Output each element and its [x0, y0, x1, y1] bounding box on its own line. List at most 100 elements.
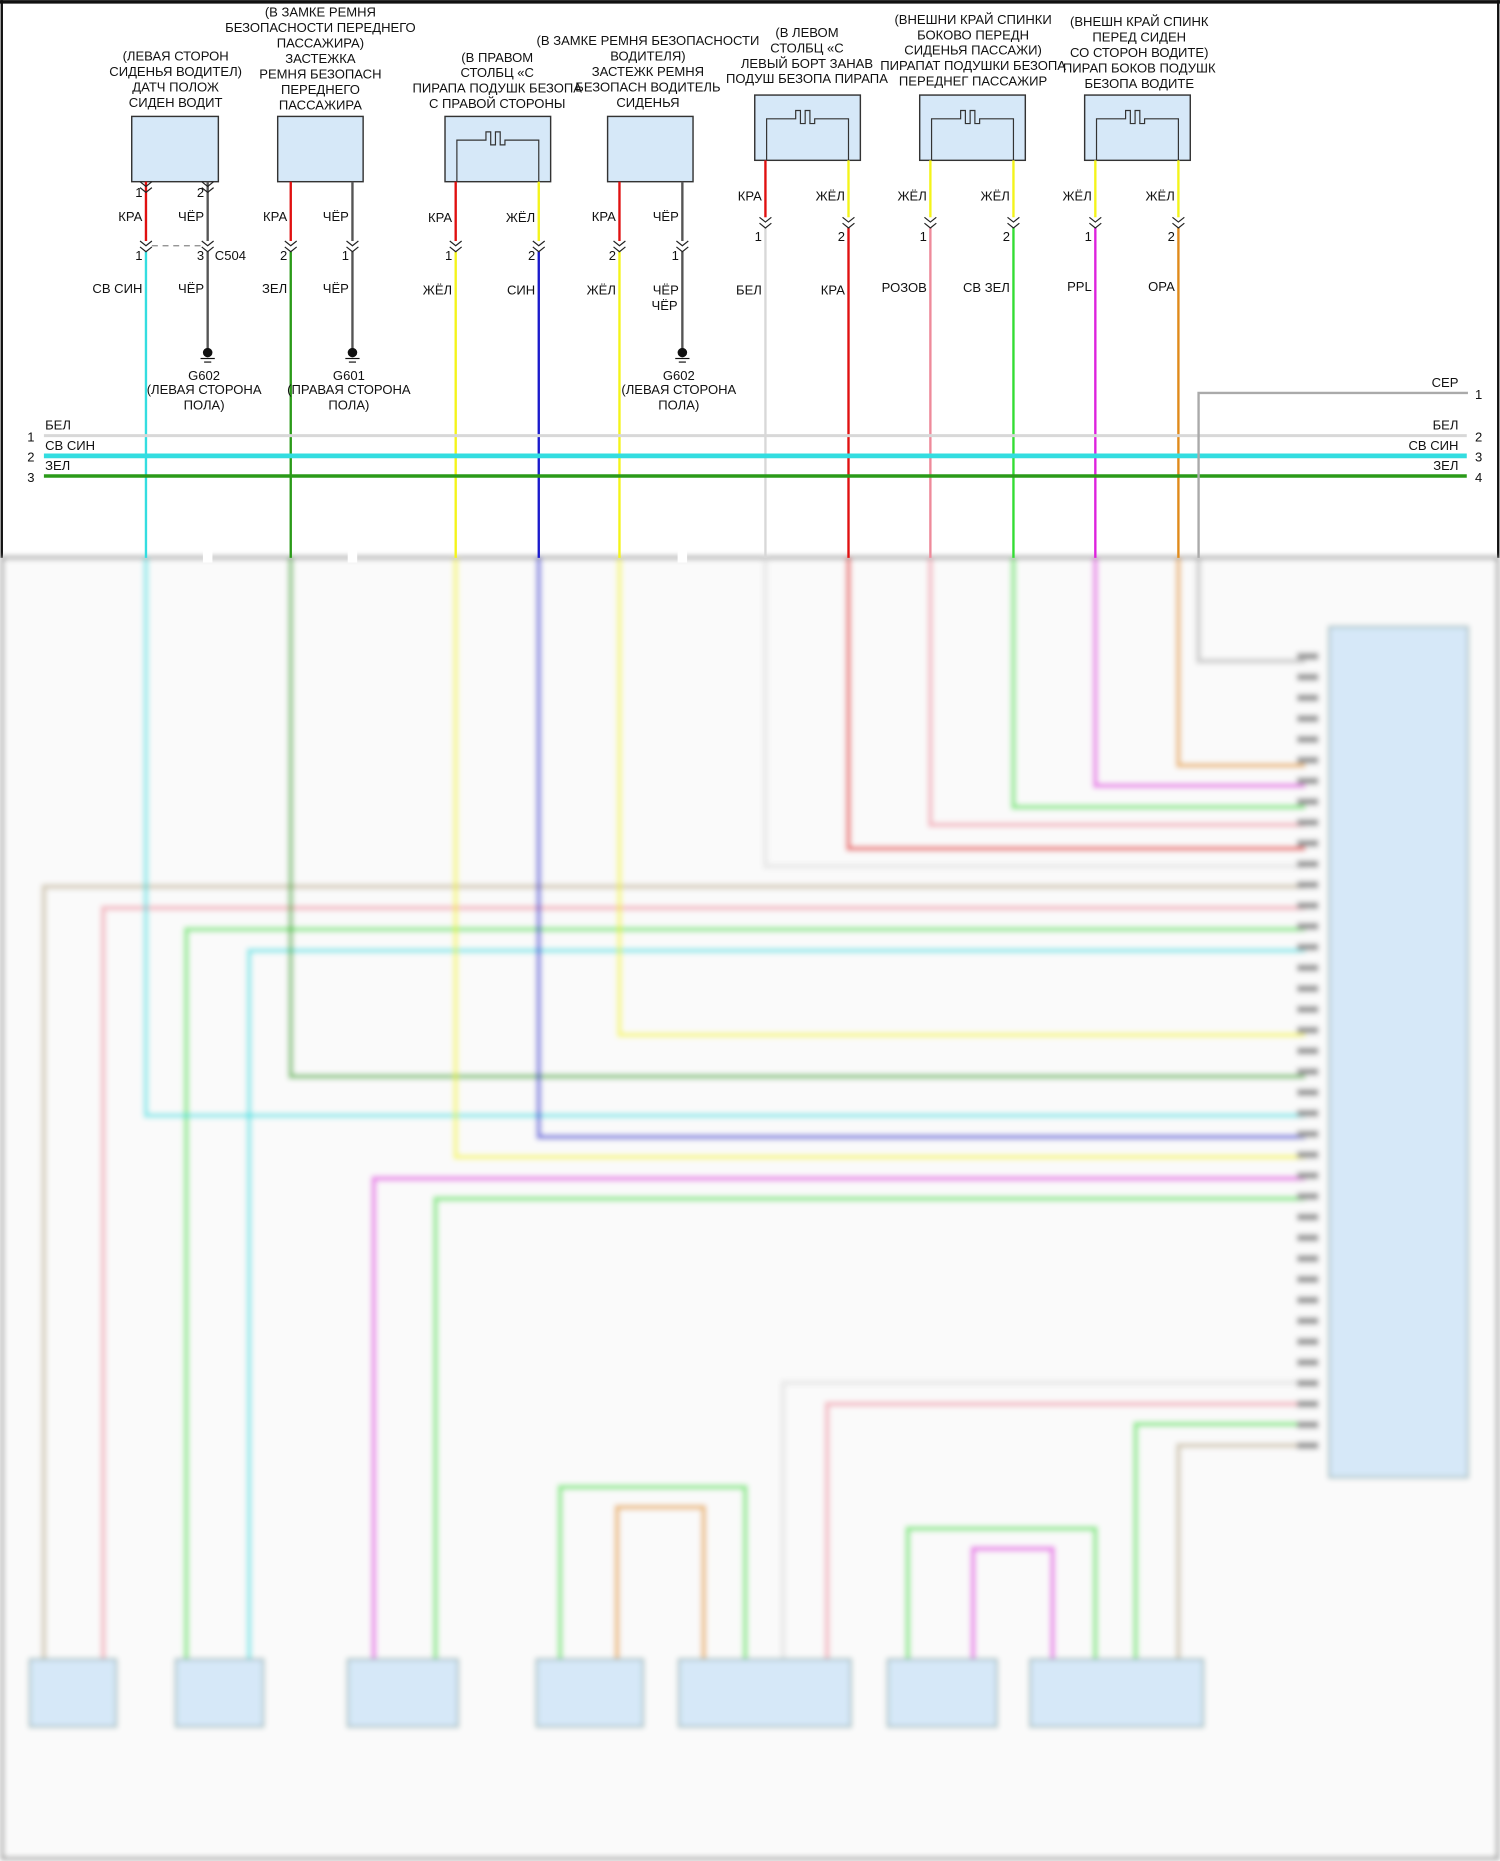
wire-color-label: КРА: [118, 209, 142, 224]
wire-color-label: КРА: [738, 189, 762, 204]
wire-route: [557, 1484, 748, 1662]
component-label-line: ПЕРЕДНЕГО: [281, 82, 360, 97]
bottom-component-box[interactable]: [346, 1658, 459, 1728]
wire-route: [970, 1546, 1055, 1662]
ecu-pin: [1297, 1441, 1319, 1450]
bottom-component-box[interactable]: [677, 1658, 852, 1728]
bottom-component-box[interactable]: [174, 1658, 265, 1728]
connector-icon: [924, 216, 937, 229]
component-label-line: СИДЕНЬЯ ПАССАЖИ): [904, 43, 1042, 58]
connector-icon: [1089, 216, 1102, 229]
wire-color-label: ЖЁЛ: [816, 189, 845, 204]
wire-route: [433, 1196, 1306, 1662]
wire-color-label: БЕЛ: [736, 282, 762, 297]
component-box-3[interactable]: [606, 115, 694, 183]
ground-id: G602: [663, 368, 695, 383]
wire-route: [905, 1526, 1098, 1662]
component-label-line: ЛЕВЫЙ БОРТ ЗАНАВ: [741, 56, 873, 71]
wire-route: [617, 557, 1306, 1038]
pin-number: 1: [672, 248, 679, 263]
ecu-pin: [1297, 985, 1319, 993]
component-label-line: (ВНЕШН КРАЙ СПИНК: [1070, 14, 1209, 29]
connector-icon: [139, 240, 153, 253]
ecu-pin: [1297, 777, 1319, 785]
pin-number: 2: [280, 248, 287, 263]
wire-color-label: ЖЁЛ: [1062, 189, 1091, 204]
component-label-line: ПИРАПАТ ПОДУШКИ БЕЗОПА: [880, 58, 1066, 73]
wire-color-label: ЖЁЛ: [506, 210, 535, 225]
component-box-4[interactable]: [754, 94, 862, 162]
bus-pin-number: 3: [27, 470, 34, 485]
pin-number: 2: [609, 248, 616, 263]
bus-pin-number: 3: [1475, 450, 1482, 465]
ground-label: ПОЛА): [184, 398, 225, 413]
wire-route: [1011, 557, 1306, 810]
mask: [347, 354, 358, 563]
ecu-pin: [1297, 1338, 1319, 1346]
wire-color-label: СВ ЗЕЛ: [963, 280, 1010, 295]
ground-id: G601: [333, 368, 365, 383]
ecu-pin: [1297, 1400, 1319, 1408]
component-label-line: БЕЗОПА ВОДИТЕ: [1084, 76, 1194, 91]
pin-number: 1: [135, 185, 142, 200]
component-box-0[interactable]: [131, 115, 220, 183]
srs-control-module-box[interactable]: [1328, 625, 1469, 1479]
connector-icon: [346, 240, 359, 253]
wire-color-label: РОЗОВ: [882, 280, 927, 295]
pin-number: 2: [1003, 229, 1010, 244]
pin-number: 1: [342, 248, 349, 263]
wire-color-label: ЧЁР: [653, 282, 679, 297]
ecu-pin: [1297, 818, 1319, 827]
bus-pin-number: 1: [27, 430, 34, 445]
ground-label: (ЛЕВАЯ СТОРОНА: [147, 382, 262, 397]
ecu-pin: [1297, 735, 1319, 743]
bottom-component-box[interactable]: [535, 1658, 645, 1728]
ecu-pin: [1297, 881, 1319, 889]
component-label-line: СИДЕНЬЯ: [616, 95, 679, 110]
component-label-line: ВОДИТЕЛЯ): [610, 49, 685, 64]
component-box-6[interactable]: [1083, 94, 1191, 162]
ecu-pin: [1297, 1151, 1319, 1159]
lower-blurred-section: [0, 556, 1500, 1861]
connector-icon: [842, 216, 855, 229]
component-label-line: ПИРАП БОКОВ ПОДУШК: [1063, 61, 1216, 76]
bus-wire-label: СВ СИН: [1408, 438, 1458, 453]
mask: [202, 354, 213, 563]
component-label-line: ПЕРЕДНЕГ ПАССАЖИР: [899, 74, 1048, 89]
pin-number: 3: [197, 248, 204, 263]
wire-route: [288, 557, 1306, 1079]
component-label-line: (ЛЕВАЯ СТОРОН: [123, 49, 229, 64]
ecu-pin: [1297, 1358, 1319, 1367]
wire-color-label: ЧЁР: [653, 209, 679, 224]
ecu-pin: [1297, 1275, 1319, 1283]
ecu-pin: [1297, 1109, 1319, 1117]
pin-number: 1: [135, 248, 142, 263]
wire-color-label: ЧЁР: [178, 209, 204, 224]
wire-route: [763, 557, 1306, 869]
wire-color-label: ОРА: [1148, 279, 1175, 294]
wire-route: [824, 1401, 1306, 1662]
ecu-pin: [1297, 860, 1319, 868]
ground-label: (ЛЕВАЯ СТОРОНА: [621, 382, 736, 397]
component-label-line: ДАТЧ ПОЛОЖ: [132, 79, 219, 94]
squib-icon: [930, 109, 1015, 161]
bottom-component-box[interactable]: [28, 1658, 118, 1728]
connector-icon: [1172, 216, 1185, 229]
ecu-pin: [1297, 694, 1319, 702]
connector-icon: [613, 240, 626, 253]
wire-color-label: ЖЁЛ: [423, 282, 452, 297]
ecu-pin: [1297, 1192, 1319, 1200]
ecu-pin: [1297, 1379, 1319, 1387]
wire-color-label: ЧЁР: [652, 298, 678, 313]
bottom-component-box[interactable]: [1029, 1658, 1205, 1728]
component-box-5[interactable]: [918, 94, 1027, 162]
ecu-pin: [1297, 1255, 1319, 1263]
wire-route: [453, 557, 1306, 1160]
component-label-line: СТОЛБЦ «С: [461, 65, 534, 80]
ecu-pin: [1297, 1068, 1319, 1076]
bus-pin-number: 1: [1475, 387, 1482, 402]
bottom-component-box[interactable]: [886, 1658, 998, 1728]
component-box-2[interactable]: [444, 115, 552, 183]
component-box-1[interactable]: [276, 115, 364, 183]
